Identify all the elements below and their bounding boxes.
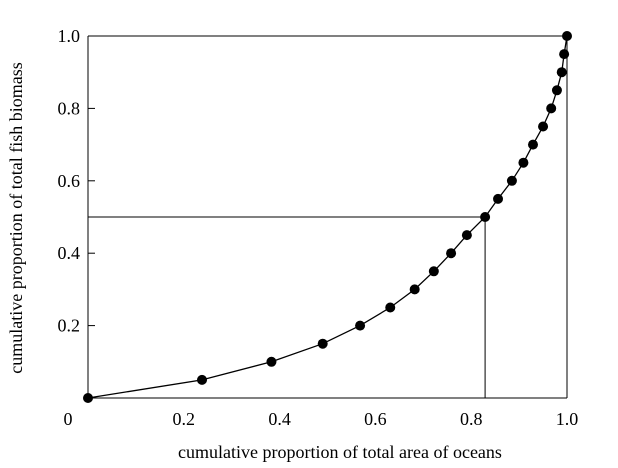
data-point xyxy=(562,31,572,41)
x-tick-label: 0.8 xyxy=(460,409,483,429)
data-point xyxy=(493,193,504,204)
tick-labels: 0 0.2 0.4 0.6 0.8 1.0 0.2 0.4 0.6 0.8 1.0 xyxy=(58,26,579,429)
data-point xyxy=(266,356,277,367)
data-point xyxy=(551,85,562,96)
data-point xyxy=(428,266,439,277)
data-point xyxy=(355,320,366,331)
y-tick-label: 0.8 xyxy=(58,98,81,118)
data-point xyxy=(197,374,208,385)
data-point xyxy=(527,139,538,150)
reference-lines xyxy=(88,35,568,398)
data-point xyxy=(446,248,457,259)
data-point xyxy=(409,284,420,295)
y-tick-label: 0.2 xyxy=(58,316,81,336)
data-point xyxy=(559,49,570,60)
data-point xyxy=(538,121,549,132)
x-tick-label: 0 xyxy=(64,409,73,429)
y-tick-label: 0.6 xyxy=(58,171,81,191)
y-tick-label: 0.4 xyxy=(58,243,81,263)
data-point xyxy=(518,157,529,168)
data-point xyxy=(546,103,557,114)
data-point xyxy=(480,212,491,222)
x-tick-label: 0.2 xyxy=(173,409,196,429)
data-point xyxy=(506,175,517,186)
x-tick-label: 0.4 xyxy=(268,409,291,429)
data-point xyxy=(556,67,567,78)
x-tick-label: 0.6 xyxy=(364,409,387,429)
x-axis-label: cumulative proportion of total area of o… xyxy=(178,442,502,462)
x-tick-label: 1.0 xyxy=(556,409,579,429)
data-points xyxy=(83,31,572,403)
data-point xyxy=(385,302,396,313)
data-point xyxy=(317,338,328,349)
data-point xyxy=(83,393,93,403)
y-tick-label: 1.0 xyxy=(58,26,81,46)
y-axis-label: cumulative proportion of total fish biom… xyxy=(6,62,26,373)
data-point xyxy=(461,230,472,241)
